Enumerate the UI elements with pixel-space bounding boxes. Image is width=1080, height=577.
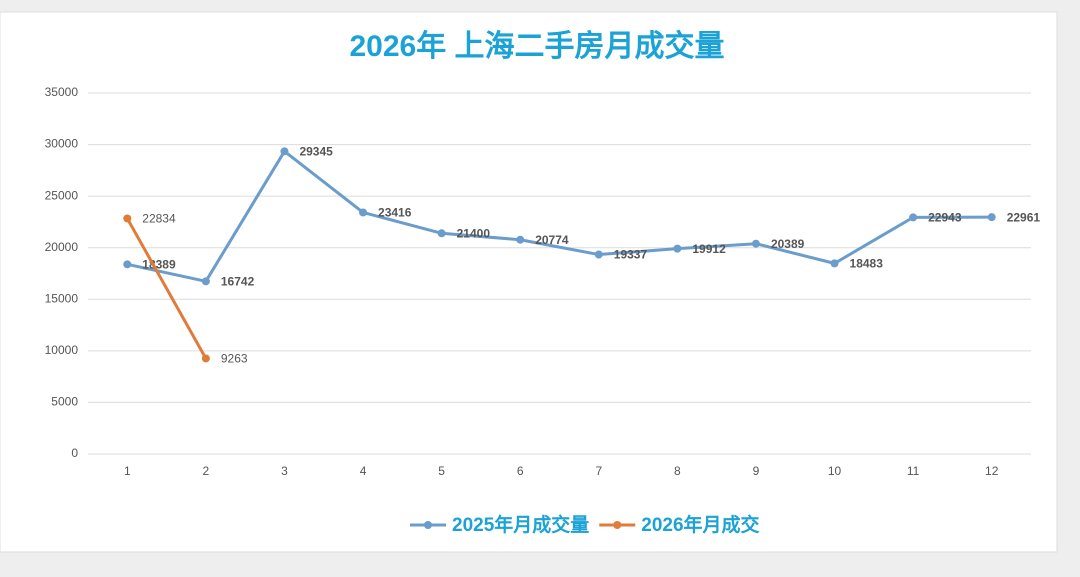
y-tick-label: 5000 [51, 395, 78, 409]
x-tick-label: 10 [828, 464, 842, 478]
x-tick-label: 12 [985, 464, 999, 478]
chart-title: 2026年 上海二手房月成交量 [349, 29, 724, 63]
x-tick-label: 2 [203, 464, 210, 478]
data-point [987, 213, 996, 222]
data-label: 22961 [1007, 210, 1041, 224]
data-label: 18483 [850, 257, 884, 271]
series-line [126, 149, 992, 283]
data-point [437, 229, 446, 238]
data-point [280, 147, 289, 156]
x-tick-label: 8 [674, 464, 681, 478]
y-tick-label: 15000 [45, 291, 79, 305]
data-label: 9263 [221, 352, 248, 366]
data-point [123, 214, 132, 223]
y-tick-label: 25000 [45, 188, 79, 202]
y-tick-label: 20000 [45, 240, 79, 254]
x-tick-label: 9 [753, 464, 760, 478]
legend-label: 2026年月成交 [641, 513, 759, 536]
legend-marker [424, 521, 432, 529]
data-point [516, 235, 525, 244]
chart-card [0, 11, 1058, 553]
data-label: 19912 [692, 242, 726, 256]
data-point [830, 259, 839, 268]
x-tick-label: 4 [360, 464, 367, 478]
x-tick-label: 5 [438, 464, 445, 478]
x-tick-label: 3 [281, 464, 288, 478]
y-tick-label: 35000 [45, 85, 79, 99]
data-label: 20389 [771, 237, 805, 251]
data-point [909, 213, 918, 222]
series-line [125, 217, 208, 360]
data-point [673, 244, 682, 253]
data-label: 19337 [614, 248, 648, 262]
y-tick-label: 10000 [45, 343, 79, 357]
data-label: 21400 [457, 226, 491, 240]
legend-marker [613, 521, 622, 529]
data-point [201, 277, 210, 286]
x-tick-label: 7 [595, 464, 602, 478]
data-point [201, 354, 210, 363]
y-tick-label: 0 [71, 446, 78, 460]
data-label: 23416 [378, 206, 412, 220]
data-label: 22834 [142, 212, 176, 226]
data-label: 22943 [928, 211, 962, 225]
data-point [594, 250, 603, 259]
data-label: 29345 [299, 144, 333, 158]
y-tick-label: 30000 [45, 137, 79, 151]
data-label: 18389 [142, 258, 176, 272]
data-label: 16742 [221, 274, 255, 288]
data-label: 20774 [535, 233, 569, 247]
legend-label: 2025年月成交量 [452, 513, 589, 536]
x-tick-label: 11 [907, 464, 920, 478]
data-point [123, 260, 132, 269]
x-tick-label: 6 [517, 464, 524, 478]
data-point [751, 239, 760, 248]
data-point [359, 208, 368, 217]
x-tick-label: 1 [124, 464, 131, 478]
